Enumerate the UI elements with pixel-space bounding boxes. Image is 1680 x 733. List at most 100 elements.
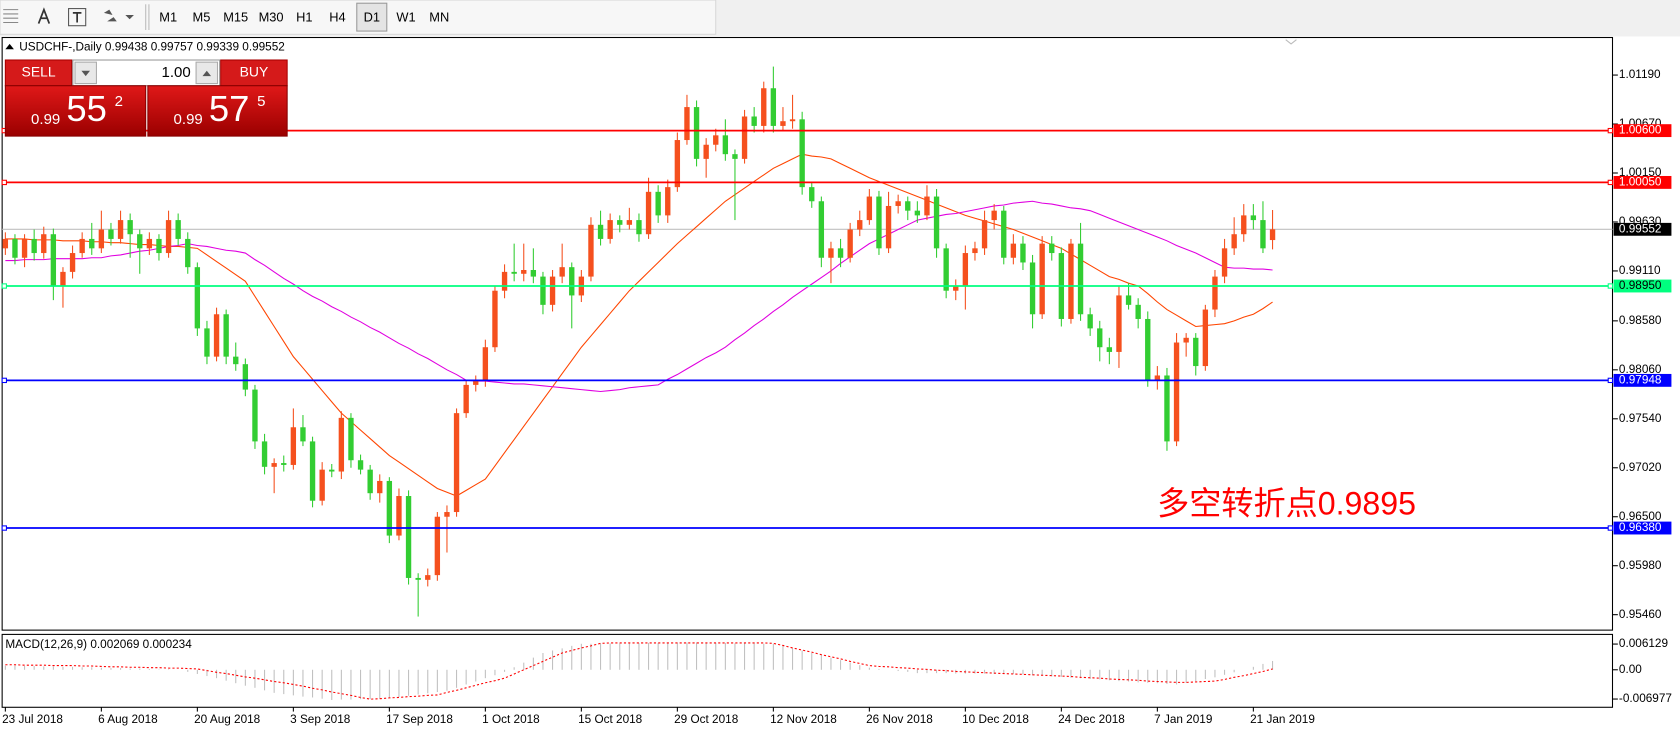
candle-body (290, 427, 297, 465)
candle-body (1231, 234, 1237, 249)
candle-body (1193, 337, 1199, 367)
icon-text-a[interactable] (37, 7, 51, 24)
x-tick-label: 10 Dec 2018 (962, 713, 1029, 726)
candle-body (127, 220, 133, 235)
candle-body (156, 238, 162, 254)
timeframe-selected (356, 2, 388, 32)
candle-body (12, 238, 18, 258)
candle-body (386, 480, 393, 536)
macd-plot (1, 633, 1614, 708)
macd-signal (5, 642, 1273, 700)
timeframe-button[interactable]: M5 (193, 10, 211, 25)
timeframe-button[interactable]: W1 (396, 10, 415, 25)
candle-body (876, 196, 882, 249)
candle-body (981, 220, 988, 249)
x-tick-label: 23 Jul 2018 (2, 713, 63, 726)
timeframe-button[interactable]: M15 (223, 10, 248, 25)
candle-body (1250, 215, 1257, 221)
lots-value[interactable]: 1.00 (162, 64, 191, 81)
bid-tag (1613, 222, 1672, 236)
timeframe-button[interactable]: D1 (364, 10, 380, 25)
candle-body (962, 253, 969, 287)
candle-body (588, 224, 594, 277)
bid-pips: 55 (66, 88, 107, 129)
x-tick-label: 7 Jan 2019 (1154, 713, 1212, 726)
candle-body (943, 248, 949, 291)
y-tick-label: -0.006977 (1619, 692, 1672, 705)
icon-label[interactable] (68, 8, 87, 27)
moving-average (5, 200, 1273, 393)
candle-body (511, 271, 517, 274)
candle-body (569, 267, 575, 296)
candle-body (1154, 375, 1161, 381)
candle-body (857, 220, 863, 230)
candle-body (1164, 375, 1170, 442)
candle-body (242, 364, 249, 390)
candle-body (415, 577, 421, 580)
candle-body (213, 314, 220, 357)
icon-lines[interactable] (3, 9, 19, 24)
x-tick-label: 20 Aug 2018 (194, 713, 261, 726)
icon-label-t[interactable] (72, 12, 82, 23)
x-tick-label: 1 Oct 2018 (482, 713, 540, 726)
sell-label[interactable]: SELL (22, 64, 56, 80)
candle-body (204, 328, 210, 357)
timeframe-button[interactable]: MN (429, 10, 449, 25)
x-tick-label: 15 Oct 2018 (578, 713, 643, 726)
candle-body (1049, 243, 1055, 254)
candle-body (319, 469, 325, 501)
candle-body (492, 290, 498, 348)
candle-body (751, 116, 757, 126)
candle-body (703, 144, 709, 159)
collapse-icon[interactable] (5, 43, 14, 50)
level-tag-label: 1.00050 (1619, 176, 1662, 189)
ask-box[interactable] (147, 85, 288, 137)
candle-body (329, 469, 335, 472)
level-anchor (1, 525, 7, 531)
candle-body (1241, 215, 1247, 235)
candle-body (1010, 243, 1017, 258)
timeframe-button[interactable]: M1 (159, 10, 177, 25)
candle-body (165, 220, 172, 254)
candle-body (1077, 243, 1084, 315)
bid-box[interactable] (4, 85, 147, 137)
x-tick-label: 24 Dec 2018 (1058, 713, 1125, 726)
timeframe-button[interactable]: H4 (329, 10, 345, 25)
candle-body (991, 210, 997, 221)
candle-body (617, 220, 623, 225)
buy-label[interactable]: BUY (240, 64, 269, 80)
candle-body (1173, 342, 1180, 442)
candle-body (924, 196, 930, 216)
candle-body (425, 575, 431, 580)
candle-body (885, 205, 892, 249)
candle-body (473, 380, 479, 385)
candle-body (1029, 262, 1036, 315)
candle-body (636, 220, 642, 235)
candle-body (1135, 304, 1141, 319)
candle-body (1183, 337, 1189, 343)
trade-panel: SELL 1.00 BUY 0.99 55 2 0.99 57 5 (4, 59, 288, 137)
y-tick-label: 0.00 (1619, 663, 1642, 676)
candle-body (674, 140, 681, 188)
timeframe-button[interactable]: M30 (259, 10, 284, 25)
candle-body (79, 238, 85, 254)
candle-body (521, 270, 527, 274)
timeframe-button[interactable]: H1 (296, 10, 312, 25)
candle-body (713, 135, 719, 145)
lots-box[interactable] (72, 59, 221, 87)
candle-body (1106, 347, 1113, 352)
candle-body (146, 238, 153, 249)
candle-body (300, 427, 306, 442)
x-tick-label: 17 Sep 2018 (386, 713, 453, 726)
candle-body (1068, 243, 1074, 319)
candle-body (789, 119, 796, 122)
sell-button[interactable] (4, 59, 73, 87)
candle-body (89, 238, 95, 249)
buy-button[interactable] (220, 59, 288, 87)
icon-shapes[interactable] (103, 9, 134, 22)
chart-title: USDCHF-,Daily 0.99438 0.99757 0.99339 0.… (19, 40, 285, 53)
ask-big: 0.99 (174, 111, 203, 128)
y-tick-label: 0.97540 (1619, 412, 1662, 425)
candle-body (261, 441, 268, 467)
